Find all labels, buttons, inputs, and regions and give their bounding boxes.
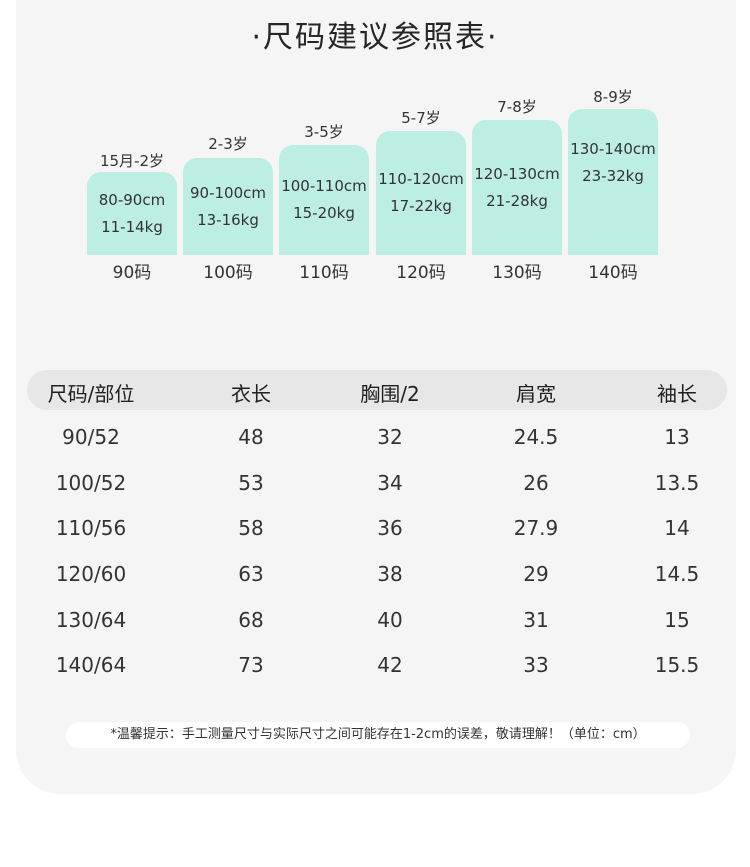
size-bar: 90-100cm 13-16kg xyxy=(183,158,273,255)
table-cell: 14.5 xyxy=(654,562,700,586)
table-cell: 100/52 xyxy=(55,471,127,495)
age-label: 7-8岁 xyxy=(497,98,537,116)
table-cell: 31 xyxy=(523,608,549,632)
table-cell: 53 xyxy=(238,471,264,495)
table-cell: 29 xyxy=(523,562,549,586)
table-cell: 26 xyxy=(523,471,549,495)
height-range: 130-140cm xyxy=(570,140,656,158)
age-label: 8-9岁 xyxy=(593,88,633,106)
header-size: 尺码/部位 xyxy=(47,382,135,406)
height-range: 100-110cm xyxy=(281,177,367,195)
table-cell: 13.5 xyxy=(654,471,700,495)
height-range: 90-100cm xyxy=(190,183,266,202)
measurement-notice: *温馨提示：手工测量尺寸与实际尺寸之间可能存在1-2cm的误差，敬请理解！（单位… xyxy=(66,722,690,748)
header-length: 衣长 xyxy=(231,382,271,406)
age-label: 2-3岁 xyxy=(208,135,248,153)
table-cell: 140/64 xyxy=(55,653,127,677)
table-cell: 15 xyxy=(664,608,690,632)
weight-range: 21-28kg xyxy=(486,191,548,210)
table-cell: 68 xyxy=(238,608,264,632)
header-shoulder: 肩宽 xyxy=(516,382,556,406)
table-cell: 90/52 xyxy=(62,425,120,449)
size-bar: 120-130cm 21-28kg xyxy=(472,120,562,255)
weight-range: 13-16kg xyxy=(197,210,259,229)
height-range: 120-130cm xyxy=(474,164,560,183)
page-title: ·尺码建议参照表· xyxy=(251,20,499,55)
height-range: 110-120cm xyxy=(378,170,464,188)
table-cell: 36 xyxy=(377,516,403,540)
table-cell: 130/64 xyxy=(55,608,127,632)
table-cell: 14 xyxy=(664,516,690,540)
table-cell: 38 xyxy=(377,562,403,586)
table-cell: 110/56 xyxy=(55,516,127,540)
table-cell: 24.5 xyxy=(513,425,559,449)
weight-range: 11-14kg xyxy=(101,217,163,236)
table-header-bar xyxy=(27,370,727,410)
size-bar: 80-90cm 11-14kg xyxy=(87,172,177,255)
size-bar: 130-140cm 23-32kg xyxy=(568,109,658,255)
table-cell: 48 xyxy=(238,425,264,449)
height-range: 80-90cm xyxy=(98,190,166,209)
size-code: 120码 xyxy=(396,263,446,283)
table-cell: 73 xyxy=(238,653,264,677)
table-cell: 63 xyxy=(238,562,264,586)
size-bar: 110-120cm 17-22kg xyxy=(376,131,466,255)
size-code: 130码 xyxy=(492,263,542,283)
table-cell: 13 xyxy=(664,425,690,449)
size-code: 110码 xyxy=(299,263,349,283)
table-cell: 42 xyxy=(377,653,403,677)
size-code: 100码 xyxy=(203,263,253,283)
weight-range: 23-32kg xyxy=(582,167,644,185)
size-bar: 100-110cm 15-20kg xyxy=(279,145,369,255)
age-label: 15月-2岁 xyxy=(99,152,165,170)
table-cell: 120/60 xyxy=(55,562,127,586)
table-cell: 27.9 xyxy=(513,516,559,540)
table-cell: 34 xyxy=(377,471,403,495)
weight-range: 17-22kg xyxy=(390,197,452,215)
size-code: 90码 xyxy=(112,263,152,283)
header-chest: 胸围/2 xyxy=(360,382,420,406)
table-cell: 58 xyxy=(238,516,264,540)
table-cell: 40 xyxy=(377,608,403,632)
age-label: 5-7岁 xyxy=(401,109,441,127)
size-code: 140码 xyxy=(588,263,638,283)
age-label: 3-5岁 xyxy=(304,123,344,141)
header-sleeve: 袖长 xyxy=(657,382,697,406)
table-cell: 32 xyxy=(377,425,403,449)
weight-range: 15-20kg xyxy=(293,204,355,222)
table-cell: 33 xyxy=(523,653,549,677)
table-cell: 15.5 xyxy=(654,653,700,677)
